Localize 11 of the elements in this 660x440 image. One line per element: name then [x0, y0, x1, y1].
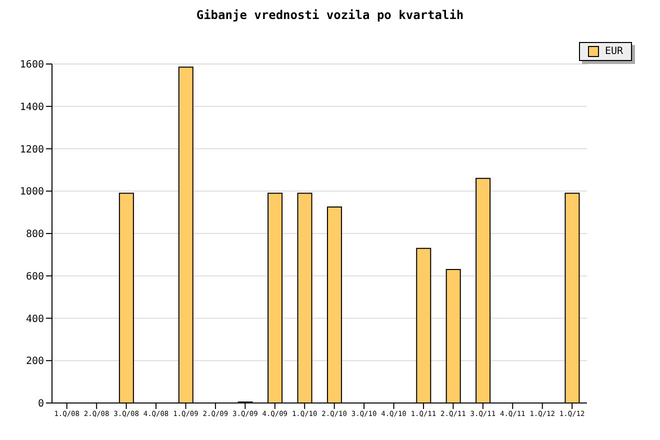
y-tick-label: 400 — [26, 314, 44, 325]
legend-label: EUR — [604, 46, 623, 57]
y-tick-label: 1000 — [20, 186, 44, 198]
y-tick-label: 1400 — [20, 102, 44, 113]
y-tick-label: 1600 — [20, 60, 44, 71]
y-tick-label: 600 — [26, 271, 44, 282]
y-tick-label: 0 — [38, 398, 44, 410]
chart-title: Gibanje vrednosti vozila po kvartalih — [195, 8, 465, 24]
y-tick-label: 1200 — [20, 144, 44, 156]
y-tick-label: 200 — [26, 356, 44, 368]
y-tick-label: 800 — [26, 229, 44, 240]
